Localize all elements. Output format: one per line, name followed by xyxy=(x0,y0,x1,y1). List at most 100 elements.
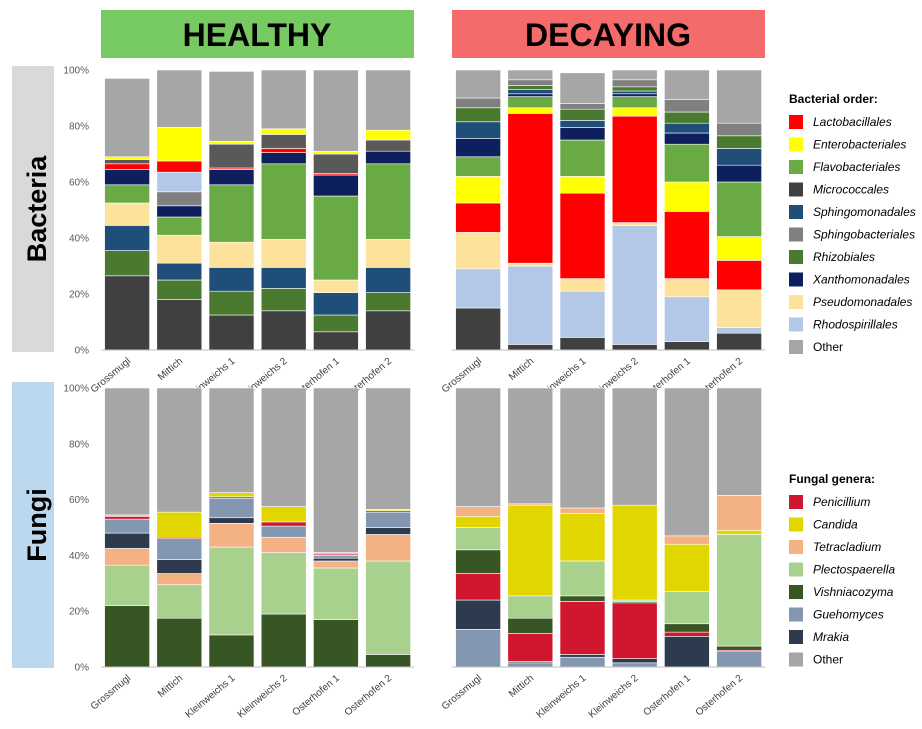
bar-segment xyxy=(664,623,710,633)
bar-segment xyxy=(559,387,606,509)
legend-label: Micrococcales xyxy=(813,183,889,197)
healthy-header: HEALTHY xyxy=(183,17,332,53)
bar-segment xyxy=(156,69,203,128)
bar-segment xyxy=(208,267,255,292)
bar-segment xyxy=(611,504,658,601)
y-tick-label: 20% xyxy=(69,290,89,301)
bar-segment xyxy=(611,96,658,109)
legend-label: Candida xyxy=(813,518,858,532)
bar-segment xyxy=(664,631,710,637)
bar-segment xyxy=(611,69,658,81)
y-tick-label: 0% xyxy=(75,346,90,357)
legend-label: Xanthomonadales xyxy=(812,273,910,287)
legend-label: Other xyxy=(813,653,843,667)
bar-segment xyxy=(611,222,658,226)
bar-segment xyxy=(156,538,203,560)
healthy-header-box xyxy=(101,10,414,58)
bar-segment xyxy=(208,143,255,169)
bar-segment xyxy=(208,517,255,524)
decaying-header-box xyxy=(452,10,765,58)
bar-segment xyxy=(313,387,359,553)
bar-segment xyxy=(104,184,150,204)
chart-panel-1: 0%20%40%60%80%100%Grossmugl MittichKleinw… xyxy=(63,66,415,404)
bar-segment xyxy=(455,506,501,517)
x-tick-label: Mittich xyxy=(507,356,536,383)
bar-segment xyxy=(104,156,150,160)
bar-segment xyxy=(104,548,150,566)
bar-segment xyxy=(313,153,359,174)
bar-segment xyxy=(104,250,150,277)
bar-segment xyxy=(664,535,710,545)
bar-segment xyxy=(507,265,554,345)
bar-segment xyxy=(507,504,554,597)
bar-segment xyxy=(664,111,710,124)
bar-segment xyxy=(208,169,255,186)
bar-segment xyxy=(507,93,554,97)
bar-segment xyxy=(507,662,554,668)
fungi-band xyxy=(12,382,54,668)
bar-segment xyxy=(559,139,606,177)
bar-segment xyxy=(664,636,710,668)
bar-segment xyxy=(664,122,710,134)
bar-segment xyxy=(365,292,411,312)
bar-segment xyxy=(507,113,554,264)
bar-segment xyxy=(313,560,359,569)
bar-segment xyxy=(313,314,359,333)
bar-segment xyxy=(208,71,255,142)
bar-segment xyxy=(716,645,762,651)
legend-swatch xyxy=(789,340,803,354)
bar-segment xyxy=(313,567,359,620)
legend-swatch xyxy=(789,652,803,667)
bar-segment xyxy=(559,72,606,104)
legend-swatch xyxy=(789,182,803,197)
legend-swatch xyxy=(789,585,803,599)
x-tick-label: Osterhofen 1 xyxy=(290,673,342,719)
bar-segment xyxy=(208,141,255,145)
bar-segment xyxy=(104,169,150,186)
bar-segment xyxy=(156,584,203,619)
bar-segment xyxy=(559,278,606,292)
bar-segment xyxy=(365,163,411,240)
bar-segment xyxy=(507,96,554,109)
bar-segment xyxy=(208,546,255,636)
bar-segment xyxy=(156,205,203,218)
bar-segment xyxy=(507,344,554,351)
bar-segment xyxy=(611,387,658,506)
bar-segment xyxy=(455,176,501,204)
bar-segment xyxy=(260,267,307,289)
bar-segment xyxy=(156,160,203,173)
bar-segment xyxy=(455,97,501,109)
y-tick-label: 60% xyxy=(69,178,89,189)
legend-swatch xyxy=(789,317,803,332)
bar-segment xyxy=(104,532,150,549)
bar-segment xyxy=(156,299,203,351)
bar-segment xyxy=(365,654,411,668)
bar-segment xyxy=(365,511,411,528)
bar-segment xyxy=(365,150,411,165)
bar-segment xyxy=(156,191,203,207)
bar-segment xyxy=(208,497,255,519)
bar-segment xyxy=(455,268,501,309)
bar-segment xyxy=(104,516,150,520)
bar-segment xyxy=(260,239,307,268)
bar-segment xyxy=(104,159,150,165)
bar-segment xyxy=(559,108,606,121)
x-tick-label: Mittich xyxy=(156,356,185,383)
legend-swatch xyxy=(789,227,803,242)
legend-label: Flavobacteriales xyxy=(813,160,900,174)
bar-segment xyxy=(365,527,411,535)
bar-segment xyxy=(260,148,307,153)
bar-segment xyxy=(664,278,710,298)
bar-segment xyxy=(260,506,307,523)
x-tick-label: Grossmugl xyxy=(440,673,484,713)
fungi-row-label: Fungi xyxy=(22,488,52,561)
bar-segment xyxy=(455,549,501,574)
bar-segment xyxy=(156,234,203,264)
legend-swatch xyxy=(789,115,803,129)
bar-segment xyxy=(208,314,255,351)
bar-segment xyxy=(716,260,762,291)
bar-segment xyxy=(313,150,359,155)
bar-segment xyxy=(104,225,150,251)
legend-swatch xyxy=(789,562,803,577)
bar-segment xyxy=(313,557,359,562)
